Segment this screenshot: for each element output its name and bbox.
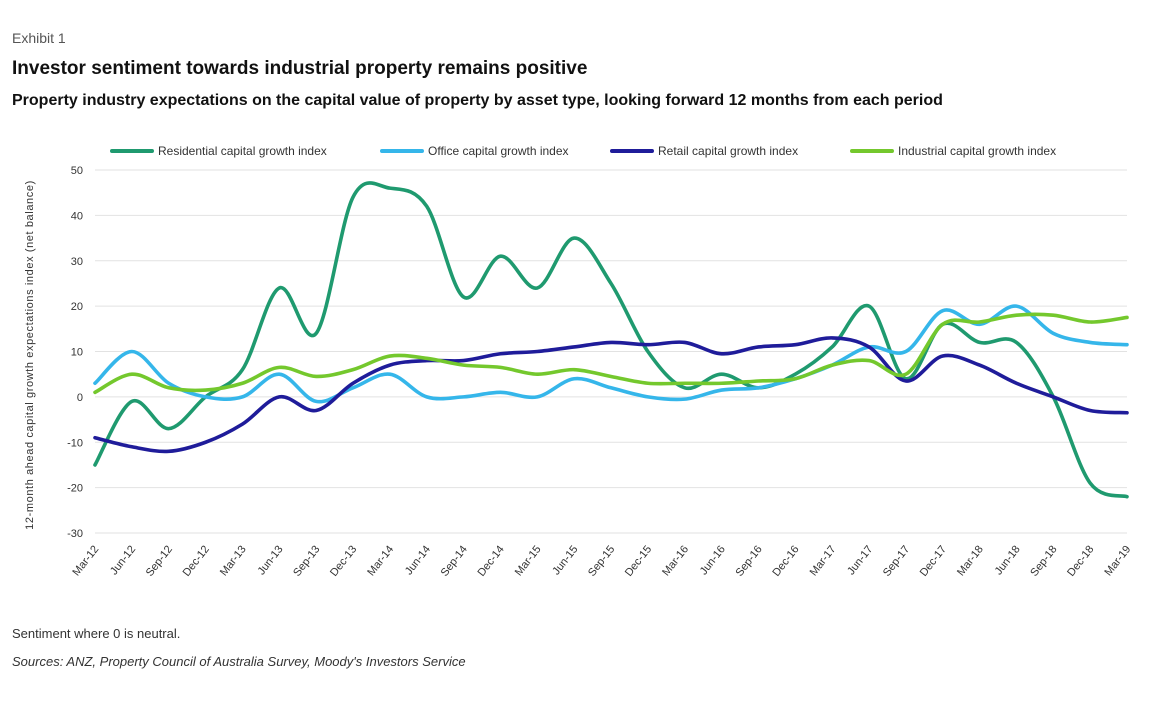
y-tick-label: 10	[71, 347, 83, 359]
x-tick-label: Jun-13	[255, 543, 285, 577]
x-tick-label: Mar-15	[513, 543, 544, 578]
legend-label-office: Office capital growth index	[428, 144, 569, 158]
x-tick-label: Dec-15	[623, 543, 654, 578]
x-tick-label: Jun-15	[550, 543, 580, 577]
footnote: Sentiment where 0 is neutral.	[12, 626, 181, 641]
exhibit-label: Exhibit 1	[12, 30, 66, 46]
legend-item-retail: Retail capital growth index	[610, 144, 798, 158]
x-tick-label: Mar-18	[955, 543, 986, 578]
x-tick-label: Mar-16	[660, 543, 691, 578]
x-tick-label: Jun-17	[845, 543, 875, 577]
y-tick-label: -10	[67, 437, 83, 449]
series-line-industrial	[93, 312, 1129, 395]
x-tick-label: Dec-18	[1065, 543, 1096, 578]
y-tick-label: 50	[71, 165, 83, 177]
series-line-retail	[93, 336, 1129, 454]
x-tick-label: Mar-14	[365, 543, 396, 578]
y-tick-label: -20	[67, 483, 83, 495]
legend-swatch-residential	[110, 149, 154, 153]
x-tick-label: Dec-12	[181, 543, 212, 578]
x-tick-label: Mar-17	[808, 543, 839, 578]
chart-title: Investor sentiment towards industrial pr…	[12, 58, 588, 79]
x-axis-ticks: Mar-12 Jun-12 Sep-12 Dec-12 Mar-13 Jun-13 Sep-…	[70, 543, 1133, 578]
gridlines	[95, 169, 1127, 534]
x-tick-label: Sep-14	[439, 543, 470, 578]
x-tick-label: Jun-14	[403, 543, 433, 577]
x-tick-label: Dec-14	[475, 543, 506, 578]
x-tick-label: Mar-19	[1102, 543, 1133, 578]
legend-label-residential: Residential capital growth index	[158, 144, 327, 158]
x-tick-label: Jun-12	[108, 543, 138, 577]
legend-label-retail: Retail capital growth index	[658, 144, 799, 158]
x-tick-label: Sep-17	[881, 543, 912, 578]
x-tick-label: Dec-16	[770, 543, 801, 578]
series-lines	[93, 181, 1129, 499]
x-tick-label: Mar-13	[218, 543, 249, 578]
legend-swatch-industrial	[850, 149, 894, 153]
series-line-office	[93, 304, 1129, 404]
y-tick-label: -30	[67, 528, 83, 540]
y-tick-label: 30	[71, 256, 83, 268]
legend-label-industrial: Industrial capital growth index	[898, 144, 1057, 158]
x-tick-label: Sep-15	[586, 543, 617, 578]
x-tick-label: Sep-16	[733, 543, 764, 578]
x-tick-label: Sep-12	[144, 543, 175, 578]
x-tick-label: Jun-18	[993, 543, 1023, 577]
x-tick-label: Sep-18	[1028, 543, 1059, 578]
source-note: Sources: ANZ, Property Council of Austra…	[12, 654, 466, 669]
chart-subtitle: Property industry expectations on the ca…	[12, 92, 943, 109]
x-tick-label: Jun-16	[698, 543, 728, 577]
x-tick-label: Dec-17	[918, 543, 949, 578]
y-tick-label: 40	[71, 210, 83, 222]
x-tick-label: Sep-13	[291, 543, 322, 578]
y-tick-label: 20	[71, 301, 83, 313]
legend-item-office: Office capital growth index	[380, 144, 569, 158]
legend-item-industrial: Industrial capital growth index	[850, 144, 1056, 158]
legend-swatch-retail	[610, 149, 654, 153]
legend-swatch-office	[380, 149, 424, 153]
x-tick-label: Mar-12	[70, 543, 101, 578]
legend-item-residential: Residential capital growth index	[110, 144, 327, 158]
y-axis-ticks: 50 40 30 20 10 0 -10 -20 -30	[67, 165, 83, 540]
chart-legend: Residential capital growth index Office …	[110, 144, 1130, 166]
y-tick-label: 0	[77, 392, 83, 404]
series-line-residential	[93, 181, 1129, 499]
x-tick-label: Dec-13	[328, 543, 359, 578]
